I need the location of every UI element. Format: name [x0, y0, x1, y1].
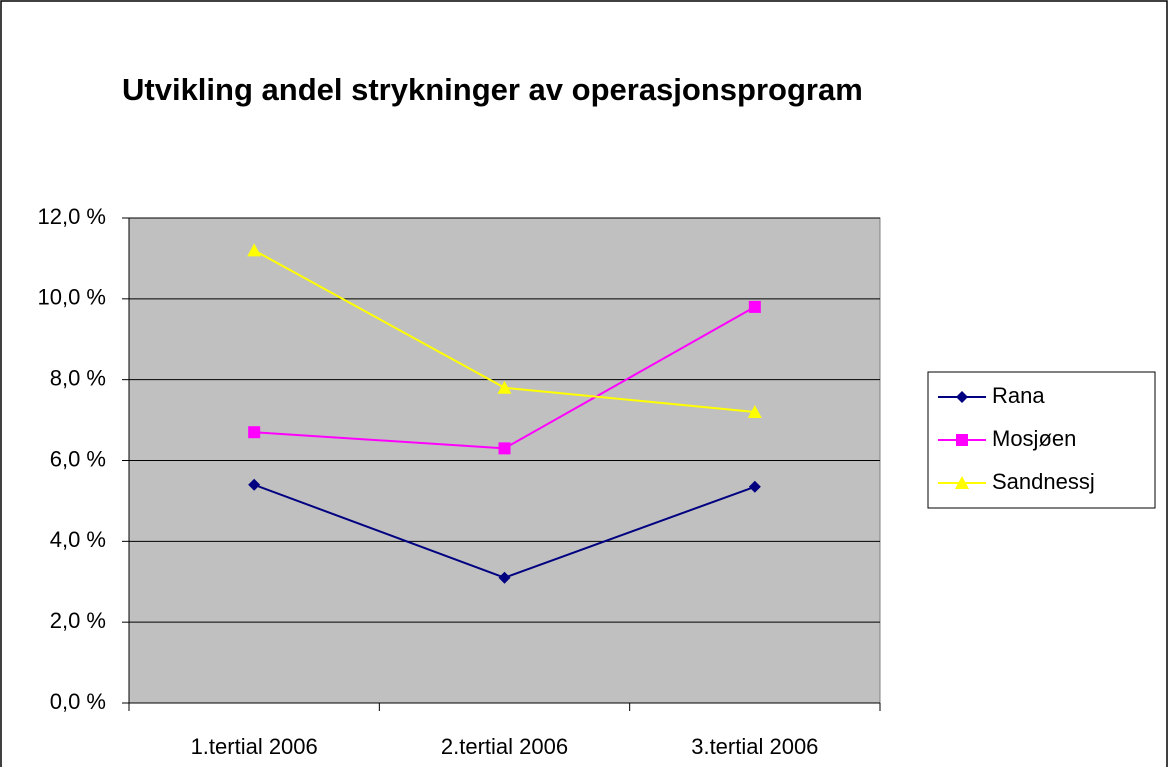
y-tick-label: 0,0 %	[50, 689, 106, 714]
legend-label: Mosjøen	[992, 426, 1076, 451]
legend-label: Sandnessj	[992, 469, 1095, 494]
marker	[248, 426, 261, 439]
marker	[955, 476, 969, 489]
marker	[248, 478, 261, 491]
marker	[498, 571, 511, 584]
y-tick-label: 12,0 %	[38, 204, 107, 229]
marker	[498, 442, 511, 455]
x-tick-label: 2.tertial 2006	[441, 734, 568, 759]
x-tick-label: 1.tertial 2006	[191, 734, 318, 759]
marker	[747, 405, 762, 418]
marker	[956, 391, 968, 403]
marker	[497, 380, 512, 394]
y-tick-label: 10,0 %	[38, 285, 107, 310]
legend-label: Rana	[992, 383, 1045, 408]
marker	[748, 480, 761, 493]
y-tick-label: 8,0 %	[50, 365, 106, 390]
marker	[956, 434, 968, 446]
y-tick-label: 6,0 %	[50, 446, 106, 471]
marker	[748, 300, 761, 313]
chart-title: Utvikling andel strykninger av operasjon…	[122, 72, 863, 107]
x-tick-label: 3.tertial 2006	[691, 734, 818, 759]
marker	[247, 243, 262, 257]
y-tick-label: 2,0 %	[50, 608, 106, 633]
y-tick-label: 4,0 %	[50, 527, 106, 552]
